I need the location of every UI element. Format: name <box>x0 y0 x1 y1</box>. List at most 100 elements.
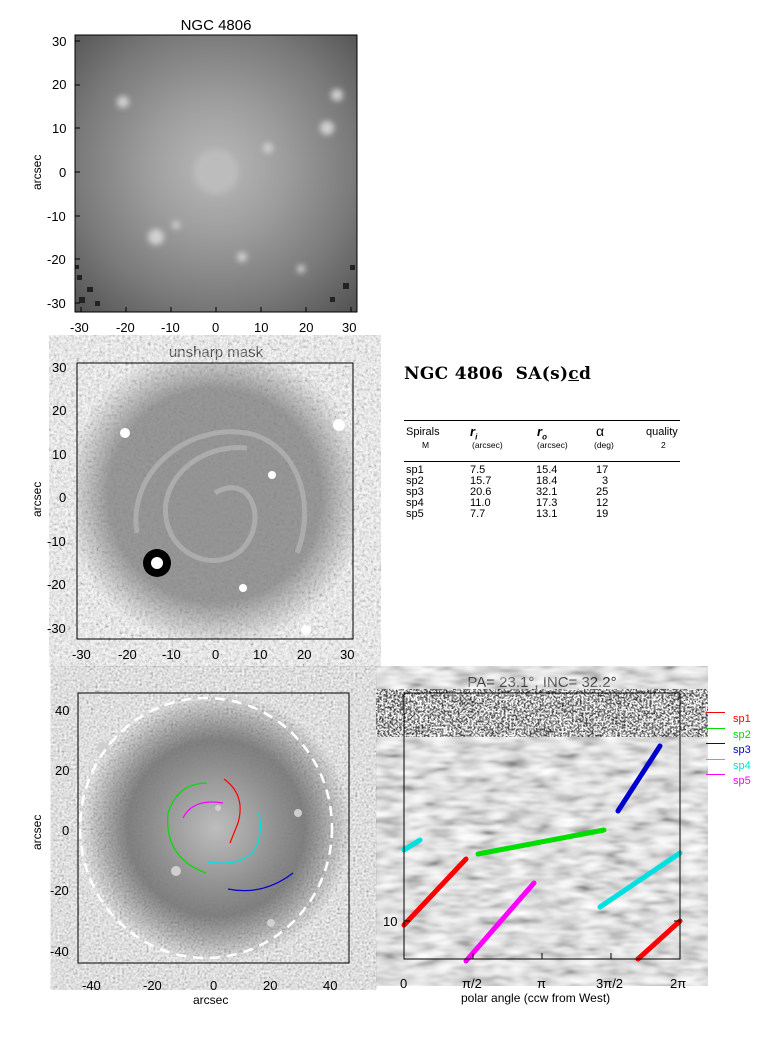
header-ri-unit: (arcsec) <box>472 440 503 450</box>
sp5-curve <box>182 801 224 819</box>
panel1-ylabel: arcsec <box>30 154 44 190</box>
row-sp3-ro: 32.1 <box>536 486 558 498</box>
legend-line-sp2 <box>706 728 725 729</box>
panel3-xtick: -40 <box>82 978 101 993</box>
panel1-image <box>74 34 358 313</box>
panel4-xtick: π <box>537 976 546 991</box>
header-ro-unit: (arcsec) <box>537 440 568 450</box>
row-sp5-alpha: 19 <box>596 508 609 520</box>
panel4-xtick: 2π <box>670 976 687 991</box>
panel2-ytick: 10 <box>52 447 67 462</box>
sp5-band <box>463 880 537 964</box>
panel3-ytick: 20 <box>55 763 70 778</box>
legend-label-sp2: sp2 <box>733 729 751 741</box>
panel2-ytick: -20 <box>47 577 66 592</box>
panel1-xtick: 30 <box>342 320 357 335</box>
panel2-ylabel: arcsec <box>30 481 44 517</box>
panel2-ytick: 30 <box>52 360 67 375</box>
panel2-xtick: 10 <box>253 647 268 662</box>
panel4-xtick: π/2 <box>462 976 482 991</box>
panel1-title: NGC 4806 <box>180 17 252 34</box>
row-sp1-alpha: 17 <box>596 464 609 476</box>
row-sp4-name: sp4 <box>406 497 424 509</box>
panel1-ytick: 30 <box>52 34 67 49</box>
row-sp2-name: sp2 <box>406 475 424 487</box>
header-m: M <box>422 440 430 450</box>
legend-label-sp4: sp4 <box>733 760 751 772</box>
panel2-ytick: -30 <box>47 621 66 636</box>
panel2-xtick: 0 <box>212 647 220 662</box>
panel2-xtick: 20 <box>297 647 312 662</box>
sp1-curve <box>223 778 241 844</box>
panel2-ytick: 20 <box>52 403 67 418</box>
panel2-ytick: 0 <box>59 490 67 505</box>
table-header-rule <box>404 461 680 462</box>
row-sp5-ri: 7.7 <box>470 508 486 520</box>
panel3-image <box>77 692 350 964</box>
row-sp4-ri: 11.0 <box>470 497 491 509</box>
panel4-xtick: 0 <box>400 976 408 991</box>
panel1-xtick: 20 <box>299 320 314 335</box>
panel1-xtick: -10 <box>161 320 180 335</box>
row-sp3-name: sp3 <box>406 486 424 498</box>
header-alpha: α <box>596 423 605 439</box>
row-sp1-name: sp1 <box>406 464 424 476</box>
row-sp5-ro: 13.1 <box>536 508 558 520</box>
panel3-ytick: 40 <box>55 703 70 718</box>
row-sp4-ro: 17.3 <box>536 497 558 509</box>
panel2-image <box>76 362 354 640</box>
panel4-xlabel: polar angle (ccw from West) <box>461 991 611 1005</box>
row-sp4-alpha: 12 <box>596 497 609 509</box>
sp4-band-b <box>597 850 683 910</box>
panel1-xtick: 0 <box>212 320 220 335</box>
header-alpha-unit: (deg) <box>594 440 614 450</box>
panel4-title: PA= 23.1°, INC= 32.2° <box>467 674 617 691</box>
legend-label-sp3: sp3 <box>733 744 751 756</box>
sp3-band <box>615 743 663 814</box>
legend-label-sp1: sp1 <box>733 713 751 725</box>
row-sp2-alpha: 3 <box>602 475 609 487</box>
panel4-xtick: 3π/2 <box>596 976 624 991</box>
row-sp5-name: sp5 <box>406 508 424 520</box>
row-sp1-ri: 7.5 <box>470 464 486 476</box>
panel1-xtick: -20 <box>116 320 135 335</box>
panel2-ytick: -10 <box>47 534 66 549</box>
panel1-ytick: 10 <box>52 121 67 136</box>
sp4-curve <box>207 812 262 864</box>
panel3-ylabel: arcsec <box>30 814 44 850</box>
sp1-band-b <box>635 918 683 962</box>
galaxy-type-suffix: d <box>578 364 592 384</box>
galaxy-title: NGC 4806 SA(s)cd <box>404 364 591 384</box>
panel1-xtick: 10 <box>254 320 269 335</box>
galaxy-type-underlined: c <box>568 364 579 384</box>
panel3-xtick: 40 <box>323 978 338 993</box>
panel3-ytick: -20 <box>50 883 69 898</box>
sp2-curve <box>167 782 208 874</box>
sp3-curve <box>227 872 294 892</box>
panel3-xtick: 0 <box>210 978 218 993</box>
legend-label-sp5: sp5 <box>733 775 751 787</box>
row-sp3-ri: 20.6 <box>470 486 492 498</box>
panel3-ytick: -40 <box>50 944 69 959</box>
legend-line-sp3 <box>706 743 725 744</box>
panel3-xlabel: arcsec <box>193 993 229 1007</box>
header-quality-value: 2 <box>661 440 666 450</box>
panel3-xtick: -20 <box>143 978 162 993</box>
panel2-xtick: -30 <box>72 647 91 662</box>
galaxy-name: NGC 4806 <box>404 364 504 384</box>
panel2-xtick: -10 <box>162 647 181 662</box>
legend-line-sp4 <box>706 759 725 760</box>
row-sp3-alpha: 25 <box>596 486 609 498</box>
table-top-rule <box>404 420 680 421</box>
panel1-ytick: -10 <box>47 209 66 224</box>
row-sp2-ri: 15.7 <box>470 475 492 487</box>
row-sp2-ro: 18.4 <box>536 475 558 487</box>
sp1-band-a <box>401 856 469 928</box>
panel2-xtick: 30 <box>340 647 355 662</box>
panel3-xtick: 20 <box>263 978 278 993</box>
panel3-ytick: 0 <box>62 823 70 838</box>
sp4-band-a <box>401 837 423 853</box>
sp2-band <box>475 827 607 857</box>
galaxy-type-prefix: SA(s) <box>515 364 569 384</box>
legend-line-sp1 <box>706 712 725 713</box>
